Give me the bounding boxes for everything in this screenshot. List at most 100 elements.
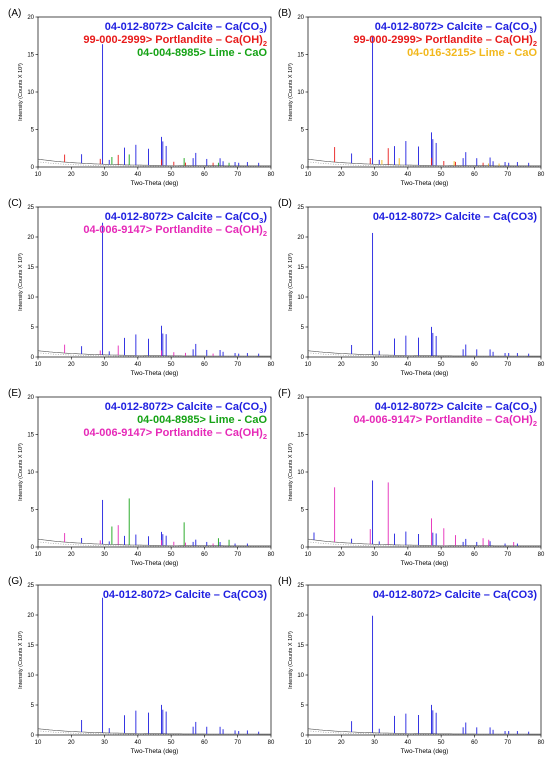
legend-entry: 04-006-9147> Portlandite – Ca(OH)2 — [83, 427, 267, 441]
x-tick-label: 20 — [68, 362, 75, 368]
x-tick-label: 30 — [371, 362, 378, 368]
x-tick-label: 40 — [405, 552, 412, 558]
y-tick-label: 20 — [27, 395, 34, 401]
y-tick-label: 10 — [297, 90, 304, 96]
x-tick-label: 30 — [101, 740, 108, 746]
y-tick-label: 0 — [301, 355, 305, 361]
x-tick-label: 70 — [504, 172, 511, 178]
x-tick-label: 40 — [405, 172, 412, 178]
legend-entry: 04-006-9147> Portlandite – Ca(OH)2 — [353, 414, 537, 428]
x-tick-label: 20 — [68, 172, 75, 178]
legend-entry: 04-012-8072> Calcite – Ca(CO3) — [105, 401, 268, 415]
x-tick-label: 80 — [538, 172, 545, 178]
x-axis-title: Two-Theta (deg) — [131, 370, 179, 377]
panel-label: (E) — [8, 388, 21, 399]
x-tick-label: 70 — [504, 552, 511, 558]
y-tick-label: 25 — [27, 583, 34, 589]
y-axis-title: Intensity (Counts X 10³) — [288, 253, 294, 311]
legend-entry: 99-000-2999> Portlandite – Ca(OH)2 — [353, 34, 537, 48]
x-tick-label: 60 — [201, 362, 208, 368]
series — [334, 147, 484, 166]
panel-label: (G) — [8, 576, 22, 587]
xrd-panel: (C) 10 20 30 40 50 60 70 80 0 5 10 15 20 25 Two-Theta (… — [8, 195, 278, 380]
x-tick-label: 10 — [35, 362, 42, 368]
xrd-chart: (G) 10 20 30 40 50 60 70 80 0 5 10 15 20 25 Two-Theta (… — [8, 576, 275, 755]
y-tick-label: 0 — [31, 733, 35, 739]
series — [313, 480, 518, 546]
y-tick-label: 20 — [297, 235, 304, 241]
x-tick-label: 40 — [135, 172, 142, 178]
y-tick-label: 5 — [301, 703, 305, 709]
series — [111, 154, 230, 166]
panel-label: (A) — [8, 8, 21, 19]
y-tick-label: 5 — [31, 508, 35, 514]
series — [111, 498, 230, 546]
y-tick-label: 0 — [31, 355, 35, 361]
x-tick-label: 60 — [471, 362, 478, 368]
xrd-panel: (G) 10 20 30 40 50 60 70 80 0 5 10 15 20 25 Two-Theta (… — [8, 573, 278, 758]
x-tick-label: 10 — [305, 740, 312, 746]
series — [64, 154, 214, 166]
series — [351, 232, 530, 357]
panel-label: (F) — [278, 388, 291, 399]
y-tick-label: 15 — [297, 53, 304, 59]
x-tick-label: 40 — [405, 740, 412, 746]
x-tick-label: 10 — [35, 172, 42, 178]
x-tick-label: 60 — [201, 172, 208, 178]
series — [381, 158, 500, 166]
y-axis-title: Intensity (Counts X 10³) — [18, 631, 24, 689]
x-tick-label: 20 — [68, 740, 75, 746]
y-tick-label: 15 — [27, 433, 34, 439]
series — [81, 222, 260, 357]
series — [81, 597, 260, 735]
y-tick-label: 0 — [301, 545, 305, 551]
x-tick-label: 80 — [268, 552, 275, 558]
xrd-panel: (B) 10 20 30 40 50 60 70 80 0 5 10 15 20 Two-Theta (de… — [278, 5, 548, 190]
y-tick-label: 15 — [27, 53, 34, 59]
legend-entry: 99-000-2999> Portlandite – Ca(OH)2 — [83, 34, 267, 48]
legend-entry: 04-012-8072> Calcite – Ca(CO3) — [375, 401, 538, 415]
y-tick-label: 0 — [31, 545, 35, 551]
series — [81, 44, 260, 166]
y-tick-label: 15 — [297, 643, 304, 649]
x-tick-label: 50 — [438, 172, 445, 178]
xrd-panel: (F) 10 20 30 40 50 60 70 80 0 5 10 15 20 Two-Theta (de… — [278, 385, 548, 570]
xrd-chart: (B) 10 20 30 40 50 60 70 80 0 5 10 15 20 Two-Theta (de… — [278, 8, 545, 187]
x-tick-label: 70 — [504, 362, 511, 368]
x-tick-label: 70 — [234, 362, 241, 368]
y-tick-label: 20 — [27, 613, 34, 619]
x-tick-label: 60 — [471, 172, 478, 178]
legend-entry: 04-012-8072> Calcite – Ca(CO3) — [105, 211, 268, 225]
x-axis-title: Two-Theta (deg) — [401, 748, 449, 755]
y-tick-label: 10 — [27, 90, 34, 96]
xrd-chart: (H) 10 20 30 40 50 60 70 80 0 5 10 15 20 25 Two-Theta (… — [278, 576, 545, 755]
legend-entry: 04-016-3215> Lime - CaO — [407, 47, 537, 59]
x-tick-label: 20 — [338, 552, 345, 558]
y-tick-label: 10 — [27, 673, 34, 679]
x-tick-label: 40 — [135, 552, 142, 558]
y-tick-label: 5 — [31, 703, 35, 709]
x-tick-label: 80 — [268, 172, 275, 178]
legend-entry: 04-004-8985> Lime - CaO — [137, 414, 267, 426]
x-axis-title: Two-Theta (deg) — [131, 560, 179, 567]
plot-frame — [307, 584, 542, 736]
x-tick-label: 20 — [68, 552, 75, 558]
x-tick-label: 20 — [338, 740, 345, 746]
x-tick-label: 10 — [305, 552, 312, 558]
xrd-chart: (A) 10 20 30 40 50 60 70 80 0 5 10 15 20 Two-Theta (de… — [8, 8, 275, 187]
xrd-panel: (E) 10 20 30 40 50 60 70 80 0 5 10 15 20 Two-Theta (de… — [8, 385, 278, 570]
x-tick-label: 10 — [305, 362, 312, 368]
y-tick-label: 0 — [301, 733, 305, 739]
background-curve — [37, 350, 271, 357]
x-tick-label: 30 — [371, 552, 378, 558]
background-curve — [37, 728, 271, 735]
series — [334, 482, 515, 546]
legend-entry: 04-012-8072> Calcite – Ca(CO3) — [373, 589, 538, 601]
y-tick-label: 10 — [297, 673, 304, 679]
x-tick-label: 50 — [168, 552, 175, 558]
x-tick-label: 50 — [438, 552, 445, 558]
y-axis-title: Intensity (Counts X 10³) — [18, 63, 24, 121]
plot-frame — [37, 206, 272, 358]
xrd-chart: (C) 10 20 30 40 50 60 70 80 0 5 10 15 20 25 Two-Theta (… — [8, 198, 275, 377]
panel-label: (B) — [278, 8, 291, 19]
